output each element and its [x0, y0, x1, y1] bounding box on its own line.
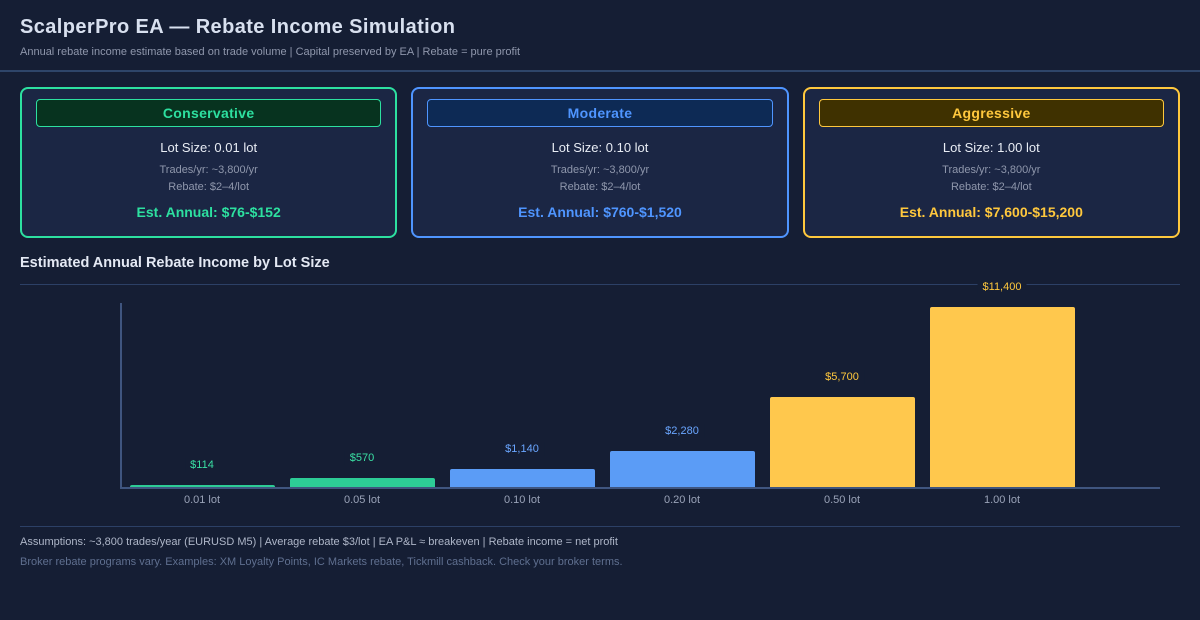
chart-bar-0-50-lot [770, 397, 915, 487]
x-tick-label: 0.50 lot [823, 494, 861, 506]
bar-value-label: $5,700 [820, 370, 864, 384]
card-rebate-rate: Rebate: $2–4/lot [559, 181, 641, 193]
bar-value-label: $114 [185, 458, 219, 472]
page-subtitle: Annual rebate income estimate based on t… [20, 46, 521, 58]
card-lot-size: Lot Size: 1.00 lot [942, 140, 1040, 155]
card-rebate-rate: Rebate: $2–4/lot [950, 181, 1032, 193]
card-rebate-rate: Rebate: $2–4/lot [168, 181, 250, 193]
card-trades-per-year: Trades/yr: ~3,800/yr [942, 164, 1041, 176]
x-axis-line [120, 487, 1160, 489]
card-trades-per-year: Trades/yr: ~3,800/yr [550, 164, 650, 176]
bar-value-label: $570 [344, 451, 380, 465]
disclaimer-text: Broker rebate programs vary. Examples: X… [20, 556, 623, 568]
card-lot-size: Lot Size: 0.10 lot [551, 140, 649, 155]
chart-bar-0-10-lot [450, 469, 595, 487]
x-tick-label: 1.00 lot [983, 494, 1021, 506]
page-title: ScalperPro EA — Rebate Income Simulation [20, 16, 456, 38]
card-aggressive-header: Aggressive [818, 99, 1164, 127]
card-conservative-header: Conservative [36, 99, 382, 127]
chart-bar-0-05-lot [290, 478, 435, 487]
chart-title-divider [20, 284, 1180, 285]
bar-value-label: $2,280 [660, 424, 704, 438]
page-header: ScalperPro EA — Rebate Income Simulation… [0, 0, 1200, 72]
card-moderate: Moderate Lot Size: 0.10 lot Trades/yr: ~… [411, 87, 789, 238]
chart-bar-0-01-lot [130, 485, 275, 487]
bar-value-label: $11,400 [977, 280, 1027, 294]
card-moderate-header: Moderate [427, 99, 773, 127]
card-lot-size: Lot Size: 0.01 lot [160, 140, 258, 155]
x-tick-label: 0.10 lot [503, 494, 541, 506]
x-tick-label: 0.01 lot [183, 494, 221, 506]
card-trades-per-year: Trades/yr: ~3,800/yr [159, 164, 258, 176]
card-estimated-annual: Est. Annual: $76-$152 [136, 204, 281, 220]
x-tick-label: 0.20 lot [663, 494, 701, 506]
y-axis-line [120, 303, 122, 489]
card-estimated-annual: Est. Annual: $7,600-$15,200 [899, 204, 1083, 220]
chart-bar-1-00-lot [930, 307, 1075, 487]
card-estimated-annual: Est. Annual: $760-$1,520 [518, 204, 682, 220]
scenario-cards-row: Conservative Lot Size: 0.01 lot Trades/y… [20, 87, 1180, 238]
card-aggressive: Aggressive Lot Size: 1.00 lot Trades/yr:… [802, 87, 1180, 238]
card-conservative: Conservative Lot Size: 0.01 lot Trades/y… [20, 87, 398, 238]
bar-value-label: $1,140 [500, 442, 544, 456]
assumptions-text: Assumptions: ~3,800 trades/year (EURUSD … [20, 536, 618, 548]
chart-title: Estimated Annual Rebate Income by Lot Si… [20, 255, 330, 271]
chart-bar-0-20-lot [610, 451, 755, 487]
footer-divider [20, 526, 1180, 527]
x-tick-label: 0.05 lot [343, 494, 381, 506]
bar-chart: $114 0.01 lot $570 0.05 lot $1,140 0.10 … [20, 280, 1180, 520]
